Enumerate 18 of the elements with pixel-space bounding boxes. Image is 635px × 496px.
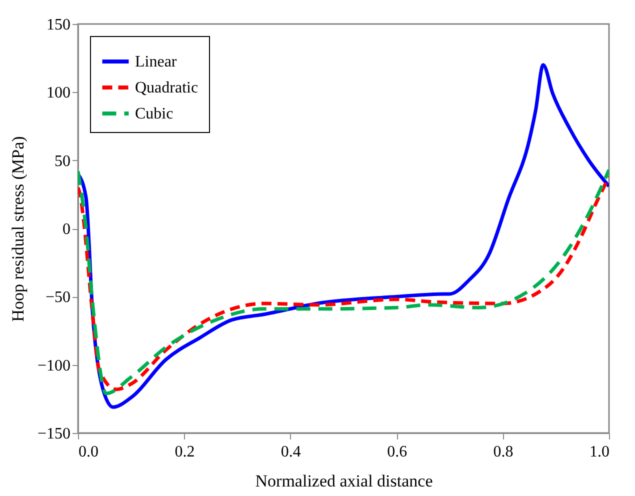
y-tick-label: 50 [54, 152, 70, 170]
y-tick-label: 100 [46, 84, 70, 102]
y-tick-label: −100 [37, 357, 70, 374]
y-tick-label: 0 [62, 221, 70, 238]
x-axis-title: Normalized axial distance [255, 472, 433, 490]
x-tick-label: 0.6 [387, 444, 408, 460]
legend-label: Linear [135, 54, 178, 70]
y-tick-label: −50 [45, 289, 70, 306]
legend-label: Quadratic [135, 80, 198, 96]
x-tick-label: 0.2 [174, 444, 195, 460]
y-tick-label: −150 [37, 426, 70, 442]
x-tick-label: 0.0 [78, 444, 98, 460]
legend-label: Cubic [135, 106, 174, 122]
x-tick-label: 0.8 [493, 444, 514, 460]
x-tick-label: 0.4 [280, 444, 301, 460]
x-tick-label: 1.0 [590, 444, 610, 460]
y-axis-title: Hoop residual stress (MPa) [8, 136, 28, 322]
y-tick-label: 150 [46, 16, 70, 34]
